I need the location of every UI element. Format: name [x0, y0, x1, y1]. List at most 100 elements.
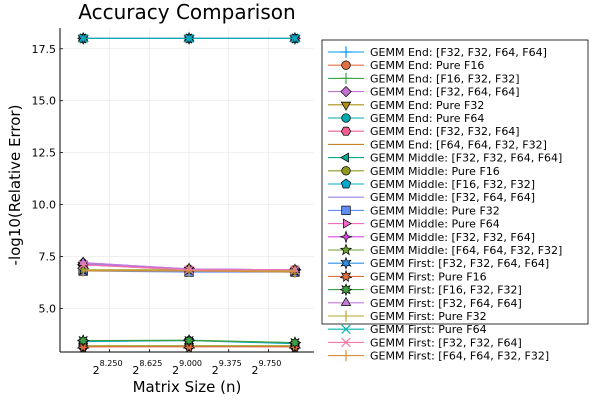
legend-label: GEMM Middle: [F16, F32, F32] [370, 178, 535, 191]
legend-marker [340, 178, 352, 189]
data-point [76, 334, 90, 348]
y-axis-title: -log10(Relative Error) [6, 105, 24, 266]
legend-item: GEMM End: [F64, F64, F32, F32] [328, 138, 547, 151]
series-layer [76, 31, 302, 353]
legend-item: GEMM End: Pure F32 [328, 99, 484, 112]
legend-label: GEMM First: [F32, F64, F64] [370, 297, 522, 310]
x-tick-label: 28.625 [132, 359, 162, 377]
legend-label: GEMM End: Pure F16 [370, 59, 484, 72]
y-tick-label: 7.5 [39, 250, 57, 263]
legend-label: GEMM First: Pure F64 [370, 323, 487, 336]
legend-marker [340, 85, 352, 98]
y-tick-label: 17.5 [32, 43, 57, 56]
legend-marker [341, 337, 351, 348]
legend-label: GEMM First: Pure F32 [370, 310, 487, 323]
legend: GEMM End: [F32, F32, F64, F64]GEMM End: … [321, 39, 589, 363]
legend-label: GEMM Middle: [F32, F32, F64, F64] [370, 152, 562, 165]
legend-label: GEMM First: [F64, F64, F32, F32] [370, 350, 549, 363]
data-point [290, 33, 300, 44]
axes: 5.0 7.5 10.0 12.5 15.0 17.5 28.250 28.625 29.000… [32, 43, 282, 377]
x-tick-label: 29.750 [251, 359, 281, 377]
legend-marker [340, 126, 352, 136]
x-tick-label: 28.250 [93, 359, 123, 377]
legend-marker [340, 256, 352, 270]
legend-item: GEMM First: Pure F16 [328, 269, 487, 283]
legend-item: GEMM End: [F16, F32, F32] [328, 72, 520, 85]
legend-marker [340, 152, 349, 163]
legend-item: GEMM Middle: Pure F32 [328, 204, 500, 217]
y-tick-label: 5.0 [39, 302, 57, 315]
legend-label: GEMM First: [F16, F32, F32] [370, 284, 522, 297]
legend-item: GEMM First: [F64, F64, F32, F32] [328, 350, 549, 363]
legend-item: GEMM First: [F32, F64, F64] [328, 296, 522, 310]
legend-marker [341, 166, 351, 176]
legend-marker [340, 101, 352, 111]
legend-marker [339, 243, 353, 256]
data-point [182, 334, 196, 348]
legend-label: GEMM End: Pure F32 [370, 99, 484, 112]
legend-label: GEMM Middle: Pure F64 [370, 218, 500, 231]
legend-item: GEMM First: Pure F64 [328, 323, 487, 336]
x-axis-title: Matrix Size (n) [133, 378, 242, 396]
legend-marker [340, 296, 352, 306]
grid-lines [60, 28, 314, 352]
legend-item: GEMM Middle: [F32, F64, F64] [328, 191, 535, 204]
legend-marker [340, 72, 352, 84]
legend-item: GEMM Middle: [F16, F32, F32] [328, 178, 535, 191]
legend-label: GEMM First: Pure F16 [370, 270, 487, 283]
legend-label: GEMM Middle: [F32, F64, F64] [370, 191, 535, 204]
legend-label: GEMM Middle: Pure F16 [370, 165, 500, 178]
legend-label: GEMM End: [F32, F32, F64] [370, 125, 520, 138]
legend-marker [339, 230, 353, 244]
y-tick-label: 12.5 [32, 147, 57, 160]
legend-item: GEMM Middle: [F32, F32, F64, F64] [328, 152, 562, 165]
legend-marker [343, 218, 352, 229]
data-point [78, 260, 88, 270]
data-point [288, 336, 302, 350]
legend-item: GEMM End: [F32, F64, F64] [328, 86, 520, 99]
legend-box [321, 39, 589, 325]
chart-title: Accuracy Comparison [78, 0, 295, 24]
legend-item: GEMM Middle: Pure F16 [328, 165, 500, 178]
x-tick-label: 29.000 [172, 359, 202, 377]
legend-marker [341, 324, 351, 334]
legend-item: GEMM First: [F32, F32, F64, F64] [328, 256, 549, 270]
legend-marker [341, 60, 351, 70]
legend-item: GEMM Middle: Pure F64 [328, 218, 500, 231]
legend-label: GEMM First: [F32, F32, F64, F64] [370, 257, 549, 270]
series-21 [78, 33, 300, 44]
legend-label: GEMM End: [F16, F32, F32] [370, 72, 520, 85]
legend-item: GEMM First: [F32, F32, F64] [328, 336, 522, 349]
data-point [184, 33, 194, 44]
legend-label: GEMM Middle: [F32, F32, F64] [370, 231, 535, 244]
legend-item: GEMM Middle: [F32, F32, F64] [328, 230, 535, 244]
legend-item: GEMM End: [F32, F32, F64] [328, 125, 520, 138]
y-tick-label: 15.0 [32, 95, 57, 108]
y-tick-label: 10.0 [32, 199, 57, 212]
legend-label: GEMM First: [F32, F32, F64] [370, 336, 522, 349]
plot-frame [59, 28, 314, 353]
legend-marker [339, 283, 353, 297]
series-18 [76, 334, 302, 350]
legend-item: GEMM First: [F16, F32, F32] [328, 283, 522, 297]
legend-label: GEMM Middle: Pure F32 [370, 204, 500, 217]
legend-item: GEMM First: Pure F32 [328, 310, 487, 323]
legend-label: GEMM Middle: [F64, F64, F32, F32] [370, 244, 562, 257]
x-tick-label: 29.375 [212, 359, 242, 377]
legend-marker [341, 113, 351, 123]
legend-label: GEMM End: [F32, F64, F64] [370, 86, 520, 99]
legend-marker [340, 46, 352, 58]
legend-item: GEMM End: Pure F64 [328, 112, 484, 125]
legend-item: GEMM End: [F32, F32, F64, F64] [328, 46, 547, 59]
legend-label: GEMM End: [F64, F64, F32, F32] [370, 138, 547, 151]
legend-item: GEMM End: Pure F16 [328, 59, 484, 72]
series-23 [82, 265, 296, 278]
legend-marker [339, 269, 353, 283]
legend-marker [341, 205, 351, 216]
legend-item: GEMM Middle: [F64, F64, F32, F32] [328, 243, 562, 257]
legend-label: GEMM End: [F32, F32, F64, F64] [370, 46, 547, 59]
legend-label: GEMM End: Pure F64 [370, 112, 484, 125]
data-point [78, 33, 88, 44]
